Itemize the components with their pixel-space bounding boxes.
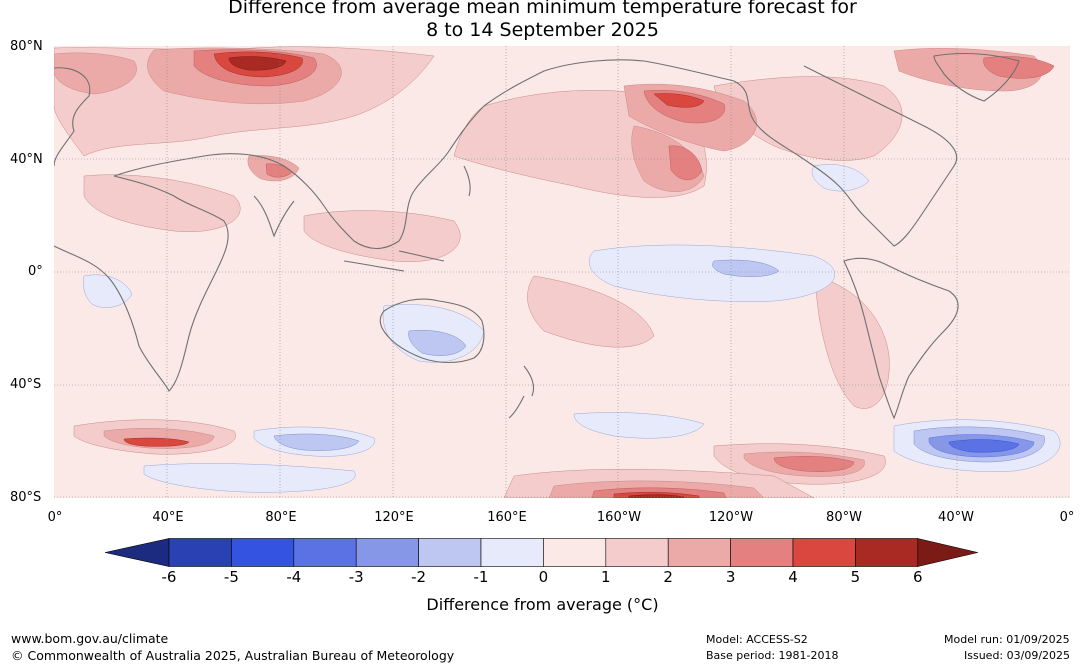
colorbar <box>105 538 978 567</box>
lat-label-0: 0° <box>28 264 43 279</box>
lat-label-40n: 40°N <box>10 152 43 167</box>
colorbar-tick-label: -6 <box>161 568 177 586</box>
region-eq-east-pacific-inner <box>712 259 780 277</box>
lon-label-120w: 120°W <box>708 510 754 525</box>
coast-europe-africa <box>54 67 229 392</box>
colorbar-tick-label: 2 <box>663 568 673 586</box>
coast-japan <box>463 165 471 197</box>
title-line-2: 8 to 14 September 2025 <box>426 19 659 41</box>
colorbar-cell <box>418 538 482 567</box>
lat-label-80s: 80°S <box>10 490 42 505</box>
colorbar-extend-low <box>105 538 170 567</box>
region-south-pacific <box>527 275 655 348</box>
colorbar-tick-label: 5 <box>850 568 861 586</box>
coast-new-zealand <box>508 365 535 419</box>
region-southern-ocean-150e <box>573 412 705 439</box>
colorbar-tick-label: -2 <box>411 568 427 586</box>
region-eq-east-pacific <box>589 244 835 302</box>
colorbar-tick-label: 3 <box>725 568 736 586</box>
colorbar-tick-label: -3 <box>348 568 364 586</box>
region-southern-ocean-120e-mid <box>273 433 360 451</box>
coast-india <box>253 195 295 238</box>
colorbar-label: Difference from average (°C) <box>426 595 659 614</box>
lat-label-40s: 40°S <box>10 377 42 392</box>
footer-copyright: © Commonwealth of Australia 2025, Austra… <box>11 648 455 663</box>
colorbar-cell <box>855 538 919 567</box>
colorbar-cell <box>480 538 544 567</box>
region-canada <box>713 76 903 161</box>
region-south-atlantic-core <box>948 439 1020 453</box>
lon-label-160w: 160°W <box>596 510 642 525</box>
colorbar-tick-label: 0 <box>538 568 549 586</box>
region-antarctic-west <box>143 463 356 493</box>
colorbar-cell <box>168 538 232 567</box>
region-alaska-core <box>653 93 705 108</box>
colorbar-cell <box>792 538 856 567</box>
lon-label-40e: 40°E <box>152 510 184 525</box>
region-central-africa <box>83 274 133 308</box>
anomaly-layer-neg-3-4 <box>948 439 1020 453</box>
region-southern-ocean-40e-core <box>123 437 190 447</box>
lon-label-160e: 160°E <box>487 510 527 525</box>
colorbar-cells <box>105 538 978 567</box>
region-south-america <box>813 275 890 409</box>
colorbar-cell <box>543 538 607 567</box>
lon-label-120e: 120°E <box>374 510 414 525</box>
colorbar-cell <box>730 538 794 567</box>
colorbar-cell <box>605 538 669 567</box>
coast-north-america <box>643 60 958 247</box>
colorbar-tick-label: 1 <box>601 568 611 586</box>
lon-label-0-left: 0° <box>47 510 63 525</box>
lon-label-40w: 40°W <box>938 510 974 525</box>
footer-issued: Issued: 03/09/2025 <box>964 649 1071 662</box>
title-line-1: Difference from average mean minimum tem… <box>228 0 857 18</box>
lat-label-80n: 80°N <box>10 39 43 54</box>
colorbar-tick-label: -4 <box>286 568 302 586</box>
chart-title: Difference from average mean minimum tem… <box>0 0 1085 42</box>
colorbar-extend-high <box>917 538 978 567</box>
graticule <box>54 46 1070 498</box>
footer-base-period: Base period: 1981-2018 <box>706 649 839 662</box>
anomaly-map <box>54 46 1070 498</box>
region-greenland-east <box>983 56 1055 79</box>
coast-asia <box>113 59 645 250</box>
colorbar-cell <box>355 538 419 567</box>
colorbar-tick-label: 4 <box>788 568 798 586</box>
region-siberia-peak <box>228 56 287 71</box>
footer-model: Model: ACCESS-S2 <box>706 633 808 646</box>
region-east-us <box>811 164 870 192</box>
lon-label-0-right: 0° <box>1059 510 1075 525</box>
coast-south-america <box>843 257 959 420</box>
region-europe <box>54 52 137 95</box>
colorbar-tick-label: -5 <box>223 568 239 586</box>
colorbar-cell <box>231 538 295 567</box>
footer-url: www.bom.gov.au/climate <box>11 631 169 646</box>
map-canvas <box>54 46 1070 498</box>
colorbar-tick-label: -1 <box>473 568 489 586</box>
colorbar-cell <box>293 538 357 567</box>
colorbar-tick-label: 6 <box>913 568 923 586</box>
lon-label-80w: 80°W <box>826 510 862 525</box>
colorbar-cell <box>667 538 731 567</box>
region-australia-inner <box>408 330 467 356</box>
footer-model-run: Model run: 01/09/2025 <box>944 633 1070 646</box>
coast-greenland <box>933 53 1020 102</box>
lon-label-80e: 80°E <box>265 510 297 525</box>
coast-indonesia <box>343 250 445 272</box>
coastlines <box>54 53 1020 420</box>
region-ne-pacific-inner <box>668 145 703 181</box>
region-tropical-pacific-w <box>303 210 461 263</box>
coast-australia <box>379 298 485 364</box>
region-southern-ocean-100w-core <box>773 456 855 472</box>
region-north-africa <box>83 174 241 233</box>
